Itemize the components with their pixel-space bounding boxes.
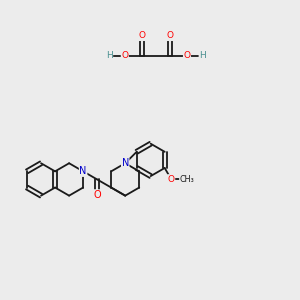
Text: CH₃: CH₃ [180,175,194,184]
Text: O: O [138,32,145,40]
Text: O: O [121,51,128,60]
Text: H: H [106,51,112,60]
Text: O: O [167,32,173,40]
Text: H: H [199,51,206,60]
Text: O: O [168,175,175,184]
Text: N: N [122,158,129,168]
Text: O: O [184,51,190,60]
Text: O: O [93,190,101,200]
Text: N: N [80,166,87,176]
